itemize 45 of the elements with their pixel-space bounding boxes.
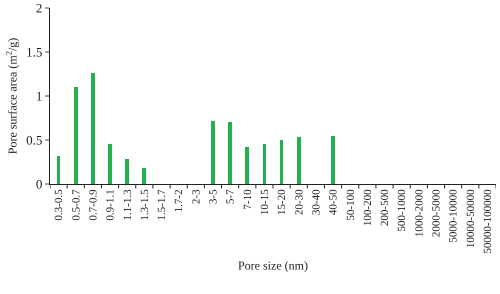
y-tick-label: 1.5 (26, 44, 42, 60)
x-tick-label: 500-1000 (396, 188, 408, 232)
x-tick-label: 1.5-1.7 (156, 188, 168, 221)
x-tick-label: 2-3 (190, 188, 202, 204)
x-tick-label: 1.1-1.3 (122, 188, 134, 221)
bar (211, 121, 215, 184)
x-tick-label: 200-500 (379, 188, 392, 226)
x-tick-label: 0.5-0.7 (70, 188, 82, 221)
y-tick-label: 1 (36, 88, 42, 104)
bar (125, 159, 129, 184)
x-tick-label: 0.9-1.1 (104, 189, 117, 221)
x-tick-label: 10000-50000 (464, 188, 477, 248)
bar (263, 144, 266, 184)
x-tick-label: 1.3-1.5 (138, 188, 151, 221)
bar (228, 122, 232, 184)
x-tick-label: 1000-2000 (413, 188, 426, 238)
x-tick-label: 50000-100000 (482, 188, 494, 254)
bar (91, 73, 95, 184)
x-tick-label: 15-20 (276, 188, 288, 216)
x-tick-label: 20-30 (293, 188, 306, 216)
x-tick-label: 5-7 (224, 188, 237, 204)
bar (108, 144, 112, 184)
bar (280, 140, 283, 184)
bar (331, 136, 335, 184)
bar (142, 168, 146, 184)
x-tick-label: 2000-5000 (430, 188, 443, 238)
x-tick-label: 1.7-2 (173, 189, 186, 212)
bar (74, 87, 78, 184)
x-tick-label: 3-5 (208, 188, 220, 204)
x-axis-title: Pore size (nm) (238, 258, 308, 272)
x-tick-label: 30-40 (310, 188, 322, 216)
y-tick-label: 0.5 (26, 132, 42, 148)
bar (297, 137, 301, 184)
x-tick-label: 100-200 (362, 188, 374, 226)
x-tick-label: 10-15 (258, 188, 271, 216)
bar (245, 147, 249, 184)
x-tick-label: 50-100 (344, 188, 357, 221)
x-tick-label: 7-10 (242, 188, 254, 210)
x-tick-label: 0.7-0.9 (87, 188, 100, 221)
bar (57, 156, 60, 184)
x-tick-label: 0.3-0.5 (53, 188, 66, 221)
x-tick-label: 40-50 (328, 188, 340, 216)
x-tick-label: 5000-10000 (448, 188, 460, 243)
y-tick-label: 2 (36, 0, 42, 16)
y-tick-label: 0 (36, 176, 42, 192)
